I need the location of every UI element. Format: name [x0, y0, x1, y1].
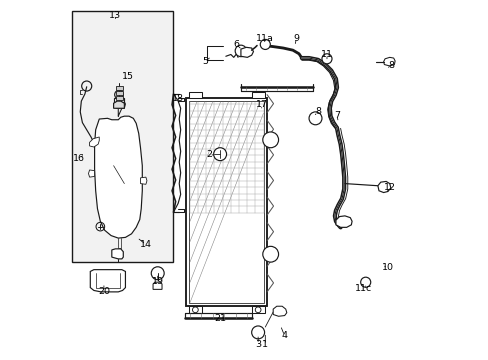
- Text: 2: 2: [206, 150, 212, 159]
- Polygon shape: [89, 137, 99, 147]
- Text: 8: 8: [388, 61, 394, 70]
- Circle shape: [321, 54, 331, 64]
- Text: 17: 17: [255, 100, 267, 109]
- Text: 8: 8: [314, 107, 320, 116]
- Text: 20: 20: [98, 287, 110, 296]
- Bar: [186, 98, 266, 306]
- Bar: [116, 91, 122, 95]
- Polygon shape: [188, 306, 202, 314]
- Bar: [116, 86, 122, 90]
- Text: 6: 6: [233, 40, 239, 49]
- Polygon shape: [90, 270, 125, 292]
- Polygon shape: [112, 249, 123, 259]
- Text: 7: 7: [333, 111, 339, 120]
- Text: 18: 18: [172, 94, 184, 103]
- Polygon shape: [88, 170, 94, 177]
- Text: 15: 15: [122, 72, 134, 81]
- Polygon shape: [188, 92, 202, 98]
- Text: 12: 12: [383, 183, 395, 192]
- Circle shape: [251, 326, 264, 339]
- Polygon shape: [113, 101, 124, 108]
- Text: 1: 1: [262, 341, 268, 350]
- Text: 11: 11: [320, 50, 332, 59]
- Polygon shape: [241, 47, 253, 57]
- Text: 14: 14: [140, 240, 152, 249]
- Text: 19: 19: [151, 276, 163, 285]
- Text: 16: 16: [73, 154, 84, 163]
- Polygon shape: [153, 282, 162, 289]
- Polygon shape: [377, 181, 390, 193]
- Bar: [189, 101, 264, 303]
- Polygon shape: [273, 306, 286, 316]
- Polygon shape: [113, 98, 124, 102]
- Polygon shape: [251, 306, 264, 314]
- Polygon shape: [94, 116, 142, 238]
- Polygon shape: [251, 92, 264, 98]
- Circle shape: [308, 112, 321, 125]
- Text: 10: 10: [381, 264, 393, 273]
- Text: 4: 4: [281, 332, 287, 341]
- Circle shape: [235, 45, 246, 57]
- Circle shape: [151, 267, 164, 280]
- Bar: [116, 96, 122, 100]
- Text: 3: 3: [255, 340, 261, 349]
- Circle shape: [262, 246, 278, 262]
- Text: 5: 5: [202, 57, 207, 66]
- Text: 11c: 11c: [354, 284, 371, 293]
- Text: 11a: 11a: [256, 34, 274, 43]
- Text: 13: 13: [109, 10, 121, 19]
- Polygon shape: [335, 216, 351, 227]
- Circle shape: [360, 277, 370, 287]
- Circle shape: [213, 148, 226, 161]
- Bar: [72, 12, 172, 262]
- Circle shape: [262, 132, 278, 148]
- Polygon shape: [140, 177, 147, 184]
- Text: 21: 21: [214, 314, 225, 323]
- Circle shape: [260, 40, 270, 49]
- Text: 9: 9: [293, 34, 299, 43]
- Polygon shape: [383, 57, 394, 66]
